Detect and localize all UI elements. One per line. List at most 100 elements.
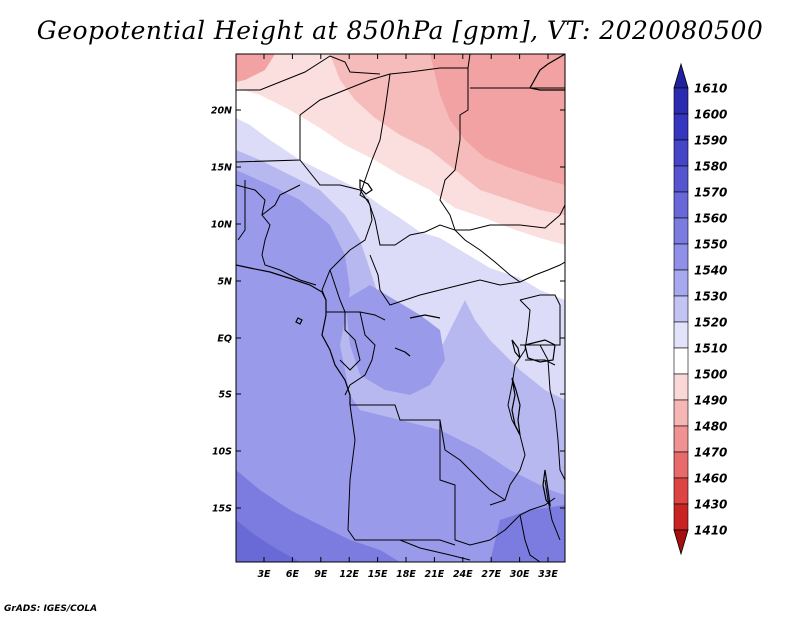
colorbar-bottom-arrow [673,529,689,556]
lake-tanganyika [511,377,521,436]
colorbar-bin [673,139,689,167]
colorbar-label: 1460 [694,472,727,486]
field-mid-blue [236,170,565,562]
border-gabon [326,311,361,371]
latitude-ticks: 20N 15N 10N 5N EQ 5S 10S 15S [211,106,565,515]
border-car-south [369,254,521,306]
river-congo-1 [409,314,441,319]
colorbar-label: 1470 [694,446,727,460]
lat-tick-label: EQ [217,334,232,345]
border-uganda [519,294,561,346]
lon-tick-label: 3E [257,569,271,580]
map-frame [235,53,566,563]
colorbar-label: 1580 [694,160,727,174]
colorbar-bin [673,87,689,115]
lon-tick-label: 27E [481,569,501,580]
border-angola [347,404,456,546]
lon-tick-label: 6E [286,569,300,580]
colorbar-label: 1430 [694,498,727,512]
country-borders [236,54,565,562]
colorbar-bin [673,425,689,453]
colorbar-label: 1410 [694,524,727,538]
border-east-sahara [439,68,469,231]
border-congo [344,311,376,396]
colorbar-label: 1480 [694,420,727,434]
border-drc-east [489,299,531,506]
border-w2 [261,184,301,216]
lon-tick-label: 15E [368,569,388,580]
lat-tick-label: 5S [219,390,233,401]
lake-chad [359,179,373,195]
colorbar-bin [673,295,689,323]
border-tz [539,344,565,481]
colorbar-bin [673,191,689,219]
field-red-corner [236,54,275,82]
colorbar-label: 1530 [694,290,727,304]
colorbar-bin [673,113,689,141]
border-mozambique [519,514,541,562]
field-deep-blue-3 [490,505,565,562]
colorbar-bin [673,347,689,375]
colorbar-label: 1560 [694,212,727,226]
colorbar-bin [673,269,689,297]
colorbar-label: 1500 [694,368,727,382]
field-mid-blue-inner [345,285,445,395]
colorbar-bin [673,243,689,271]
colorbar-bin [673,451,689,479]
border-north-1 [236,55,381,91]
colorbar-bin [673,477,689,505]
colorbar-bin [673,503,689,531]
colorbar-label: 1570 [694,186,727,200]
credit-label: GrADS: IGES/COLA [4,604,98,614]
red-sea-coast [529,54,565,91]
colorbar-label: 1600 [694,108,727,122]
colorbar-label: 1540 [694,264,727,278]
border-zambia [454,497,556,546]
border-namibia [399,539,471,561]
island-bioko [295,317,303,325]
lon-tick-label: 18E [396,569,416,580]
lat-tick-label: 15S [212,504,232,515]
lon-tick-label: 33E [538,569,558,580]
colorbar-label: 1520 [694,316,727,330]
colorbar-label: 1490 [694,394,727,408]
colorbar-label: 1590 [694,134,727,148]
field-deep-blue [236,470,400,562]
lake-victoria [524,339,556,363]
river-congo-2 [394,347,411,357]
lake-malawi [542,469,551,508]
longitude-ticks: 3E 6E 9E 12E 15E 18E 21E 24E 27E 30E 33E [257,54,558,580]
border-rwanda [525,359,556,366]
border-malawi [544,479,561,541]
lat-tick-label: 10N [211,220,232,231]
lon-tick-label: 21E [425,569,445,580]
colorbar-bin [673,399,689,427]
border-sudan-east [455,204,565,231]
lat-tick-label: 5N [217,277,232,288]
colorbar-bin [673,321,689,349]
colorbar-label: 1510 [694,342,727,356]
lon-tick-label: 24E [453,569,473,580]
lon-tick-label: 30E [510,569,530,580]
colorbar-bin [673,165,689,193]
lat-tick-label: 15N [211,163,232,174]
border-angola-east [439,420,456,540]
border-nigeria [299,159,373,301]
colorbar-top-arrow [673,62,689,89]
lat-tick-label: 10S [212,447,232,458]
colorbar-bin [673,217,689,245]
lon-tick-label: 12E [339,569,359,580]
border-drc-south [350,404,506,501]
border-car [374,219,521,283]
coastlines [236,54,565,508]
border-west-coast [236,184,317,286]
colorbar-label: 1550 [694,238,727,252]
border-w1 [237,180,246,241]
lat-tick-label: 20N [211,106,232,117]
lon-tick-label: 9E [314,569,328,580]
lake-albert [511,339,521,359]
gulf-of-guinea [236,264,351,405]
colorbar-bin [673,373,689,401]
border-south-sudan-east [519,261,565,283]
